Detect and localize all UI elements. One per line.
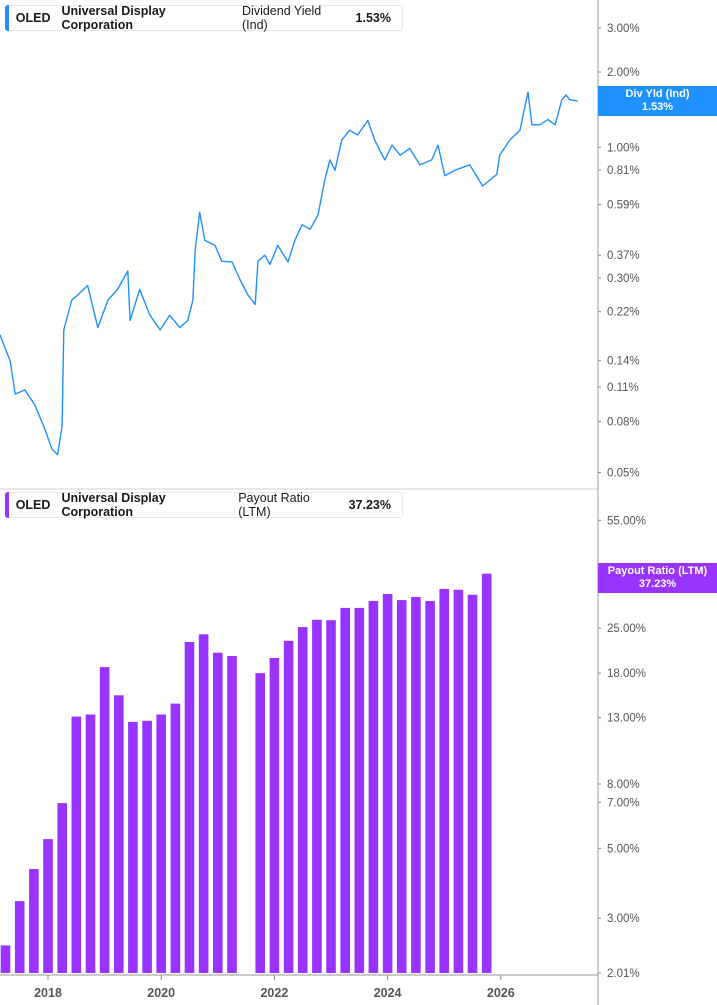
payout-bar <box>227 656 237 973</box>
x-tick-label: 2024 <box>374 986 402 1000</box>
payout-bar <box>57 803 67 973</box>
payout-ratio-panel: 55.00% 25.00% 18.00% 13.00% 8.00% 7.00% 5.00% 3… <box>0 515 646 1000</box>
payout-bar <box>114 695 124 973</box>
payout-bar <box>425 601 435 973</box>
payout-bar <box>396 600 407 973</box>
y-tick-label: 1.00% <box>607 142 640 154</box>
y-tick-label: 0.11% <box>607 382 639 394</box>
y-tick-label: 0.22% <box>607 307 640 319</box>
series-color-swatch <box>5 492 9 518</box>
payout-bar <box>170 703 181 973</box>
payout-bar <box>43 839 53 973</box>
payout-bar <box>382 594 393 973</box>
payout-bar <box>439 588 449 973</box>
payout-bar <box>142 720 152 973</box>
legend-company: Universal Display Corporation <box>61 4 166 32</box>
payout-bar <box>340 607 350 973</box>
legend-ticker: OLED <box>15 498 51 512</box>
payout-bar <box>71 716 82 973</box>
payout-ratio-badge: Payout Ratio (LTM) 37.23% <box>598 563 717 593</box>
y-tick-label: 0.59% <box>607 200 640 212</box>
dividend-yield-panel: 3.00% 2.00% 1.00% 0.81% 0.59% 0.37% 0.30% 0.22%… <box>0 23 640 480</box>
payout-bar <box>283 640 294 973</box>
payout-bar <box>312 619 322 973</box>
y-tick-label: 8.00% <box>607 779 640 791</box>
y-tick-label: 2.01% <box>607 968 640 980</box>
y-tick-label: 0.05% <box>607 468 640 480</box>
y-tick-label: 0.08% <box>607 417 640 429</box>
legend-metric: Payout Ratio (LTM) <box>238 491 310 519</box>
y-tick-label: 7.00% <box>607 797 640 809</box>
legend-value: 37.23% <box>348 498 391 512</box>
y-tick-label: 3.00% <box>607 23 640 35</box>
payout-bar <box>467 594 478 973</box>
payout-bar <box>255 673 265 973</box>
payout-bar <box>14 901 25 973</box>
badge-label: Payout Ratio (LTM) <box>607 565 708 577</box>
y-tick-label: 13.00% <box>607 713 646 725</box>
legend-value: 1.53% <box>355 11 391 25</box>
payout-bar <box>368 601 379 973</box>
y-tick-label: 0.30% <box>607 273 640 285</box>
payout-bar <box>156 714 166 973</box>
x-tick-label: 2020 <box>147 986 175 1000</box>
series-color-swatch <box>5 5 9 31</box>
y-tick-label: 2.00% <box>607 67 640 79</box>
payout-bar <box>99 667 110 973</box>
y-tick-label: 18.00% <box>607 668 646 680</box>
legend-company: Universal Display Corporation <box>61 491 166 519</box>
payout-bar <box>0 945 11 973</box>
payout-bar <box>128 721 138 973</box>
x-tick-label: 2018 <box>34 986 62 1000</box>
badge-value: 37.23% <box>638 578 677 590</box>
badge-label: Div Yld (Ind) <box>625 88 690 100</box>
payout-bar <box>326 620 336 973</box>
payout-bar <box>481 573 492 973</box>
payout-bar <box>269 658 280 973</box>
payout-bar <box>198 634 209 973</box>
badge-value: 1.53% <box>641 101 674 113</box>
y-tick-label: 5.00% <box>607 843 640 855</box>
payout-ratio-legend: OLED Universal Display Corporation Payou… <box>5 491 403 519</box>
dividend-yield-line <box>0 91 578 456</box>
dividend-yield-legend: OLED Universal Display Corporation Divid… <box>5 4 403 32</box>
payout-bar <box>213 652 223 973</box>
legend-metric: Dividend Yield (Ind) <box>242 4 322 32</box>
payout-bar <box>297 627 308 973</box>
payout-bar <box>184 642 195 973</box>
y-tick-label: 3.00% <box>607 913 640 925</box>
payout-bar <box>411 597 421 973</box>
legend-ticker: OLED <box>15 11 51 25</box>
x-tick-label: 2026 <box>487 986 515 1000</box>
y-tick-label: 0.81% <box>607 165 640 177</box>
y-tick-label: 0.14% <box>607 356 640 368</box>
y-tick-label: 55.00% <box>607 515 646 527</box>
y-tick-label: 0.37% <box>607 250 640 262</box>
dividend-yield-badge: Div Yld (Ind) 1.53% <box>598 86 717 116</box>
payout-bar <box>453 589 464 973</box>
payout-bar <box>85 714 96 973</box>
y-tick-label: 25.00% <box>607 623 646 635</box>
payout-bar <box>354 607 365 973</box>
payout-bar <box>29 869 39 973</box>
x-tick-label: 2022 <box>260 986 288 1000</box>
